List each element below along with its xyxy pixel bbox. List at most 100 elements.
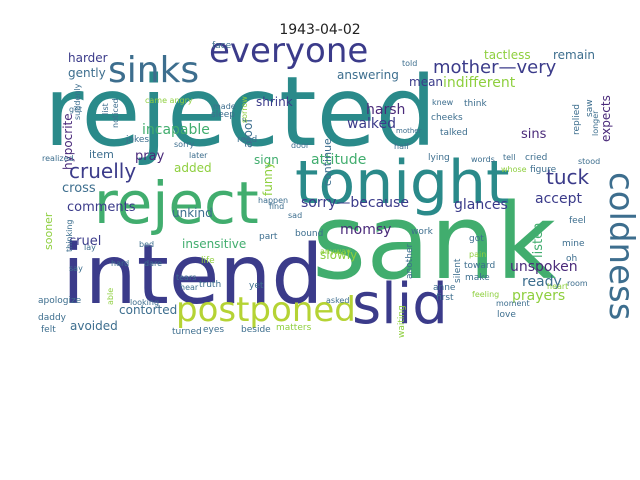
cloud-word-tell: tell xyxy=(503,153,516,162)
cloud-word-thinking: thinking xyxy=(65,219,74,252)
cloud-word-intend: intend xyxy=(62,228,323,323)
cloud-word-sinks: sinks xyxy=(108,50,199,91)
cloud-word-mine: mine xyxy=(562,239,585,249)
cloud-word-came-angry: came angry xyxy=(145,96,193,105)
cloud-word-make: make xyxy=(465,273,490,283)
cloud-word-momsy: momsy xyxy=(340,222,391,238)
cloud-word-silent: silent xyxy=(453,258,463,283)
cloud-word-say: say xyxy=(69,264,83,273)
cloud-word-toward: toward xyxy=(464,261,495,271)
cloud-word-contorted: contorted xyxy=(119,303,177,317)
cloud-word-accept: accept xyxy=(535,191,582,207)
cloud-word-sooner: sooner xyxy=(42,212,55,250)
chart-title: 1943-04-02 xyxy=(279,22,361,38)
cloud-word-tuck: tuck xyxy=(546,165,590,189)
cloud-word-lay: lay xyxy=(84,243,96,252)
cloud-word-whose: whose xyxy=(501,165,527,174)
cloud-word-hard: hard xyxy=(111,259,129,268)
cloud-word-bed: bed xyxy=(139,240,154,249)
cloud-word-sad: sad xyxy=(288,211,302,220)
cloud-word-realized: realized xyxy=(42,154,74,163)
cloud-word-jokes: jokes xyxy=(125,135,149,145)
cloud-word-lying: lying xyxy=(428,153,450,163)
cloud-word-later: later xyxy=(189,151,208,160)
cloud-word-item: item xyxy=(89,148,114,161)
cloud-word-list: list xyxy=(101,103,110,115)
cloud-word-indifferent: indifferent xyxy=(443,75,516,91)
cloud-word-read: read xyxy=(237,135,257,145)
cloud-word-sank: sank xyxy=(312,181,556,303)
cloud-word-happen: happen xyxy=(258,196,288,205)
cloud-word-part: part xyxy=(259,232,278,242)
cloud-word-door: door xyxy=(291,141,310,150)
cloud-word-mean: mean xyxy=(409,75,443,89)
cloud-word-continue: continue xyxy=(321,138,334,186)
cloud-word-figure: figure xyxy=(530,165,557,175)
cloud-word-attitude: attitude xyxy=(311,152,366,168)
cloud-word-sorry: sorry xyxy=(174,140,195,149)
cloud-word-coldness: coldness xyxy=(601,172,640,320)
cloud-word-beside: beside xyxy=(241,325,271,335)
cloud-word-sins: sins xyxy=(521,127,547,142)
cloud-word-cruel: cruel xyxy=(69,234,101,249)
cloud-word-talked: talked xyxy=(440,128,468,138)
cloud-word-anne: anne xyxy=(433,283,456,293)
cloud-word-aloof: aloof xyxy=(241,118,255,148)
cloud-word-first: first xyxy=(436,293,454,303)
cloud-word-tears: tears xyxy=(176,273,196,282)
cloud-word-got: got xyxy=(469,234,484,244)
cloud-word-ready: ready xyxy=(522,274,562,290)
cloud-word-gently: gently xyxy=(68,66,106,80)
cloud-word-moment: moment xyxy=(496,299,530,308)
cloud-word-life: life xyxy=(201,256,215,266)
cloud-word-face: face xyxy=(212,41,232,51)
cloud-word-half: half xyxy=(394,142,409,151)
cloud-word-unspoken: unspoken xyxy=(510,259,578,275)
cloud-word-added: added xyxy=(174,161,212,175)
cloud-word-avoided: avoided xyxy=(70,319,118,333)
cloud-word-cross: cross xyxy=(62,181,96,196)
cloud-word-looking: looking xyxy=(130,298,159,307)
cloud-word-room: room xyxy=(567,279,588,288)
cloud-word-postponed: postponed xyxy=(176,290,356,330)
cloud-word-matters: matters xyxy=(276,323,312,333)
cloud-word-unkind: unkind xyxy=(172,206,213,220)
cloud-word-prayers: prayers xyxy=(512,288,565,304)
cloud-word-hear: hear xyxy=(180,283,199,292)
cloud-word-mother: mother xyxy=(396,127,422,135)
cloud-word-slowly: slowly xyxy=(320,248,357,262)
cloud-word-anyway: anyway xyxy=(320,247,351,256)
cloud-word-heart: heart xyxy=(547,282,568,291)
cloud-word-pain: pain xyxy=(469,250,486,259)
cloud-word-another: another xyxy=(405,244,415,279)
cloud-word-turned: turned xyxy=(172,327,202,337)
cloud-word-work: work xyxy=(411,227,434,237)
cloud-word-sorry-because: sorry—because xyxy=(301,195,409,211)
cloud-word-cried: cried xyxy=(525,153,547,163)
cloud-word-everyone: everyone xyxy=(209,31,368,71)
cloud-word-comments: comments xyxy=(67,200,136,215)
cloud-word-sign: sign xyxy=(254,153,279,167)
cloud-word-yet: yet xyxy=(249,281,264,291)
cloud-word-bound: bound xyxy=(295,229,323,239)
cloud-word-remain: remain xyxy=(553,48,595,62)
cloud-word-stood: stood xyxy=(578,157,600,166)
cloud-word-reject: reject xyxy=(94,169,259,237)
cloud-word-tactless: tactless xyxy=(484,48,531,62)
cloud-word-sorrow: sorrow xyxy=(240,96,249,123)
cloud-word-felt: felt xyxy=(41,325,56,335)
cloud-word-replied: replied xyxy=(572,104,582,135)
cloud-word-listen: listen xyxy=(531,223,546,258)
cloud-word-knew: knew xyxy=(432,98,454,107)
cloud-word-cruelly: cruelly xyxy=(69,159,136,183)
cloud-word-love: love xyxy=(497,310,516,320)
cloud-word-asked: asked xyxy=(326,296,349,305)
cloud-word-funny: funny xyxy=(261,162,275,196)
cloud-word-dare: dare xyxy=(144,259,162,268)
cloud-word-apologize: apologize xyxy=(38,296,82,306)
cloud-word-noticed: noticed xyxy=(111,98,120,128)
cloud-word-sleep: sleep xyxy=(211,110,235,120)
cloud-word-slid: slid xyxy=(352,272,448,337)
cloud-word-find: find xyxy=(269,202,284,211)
cloud-word-words: words xyxy=(471,155,495,164)
